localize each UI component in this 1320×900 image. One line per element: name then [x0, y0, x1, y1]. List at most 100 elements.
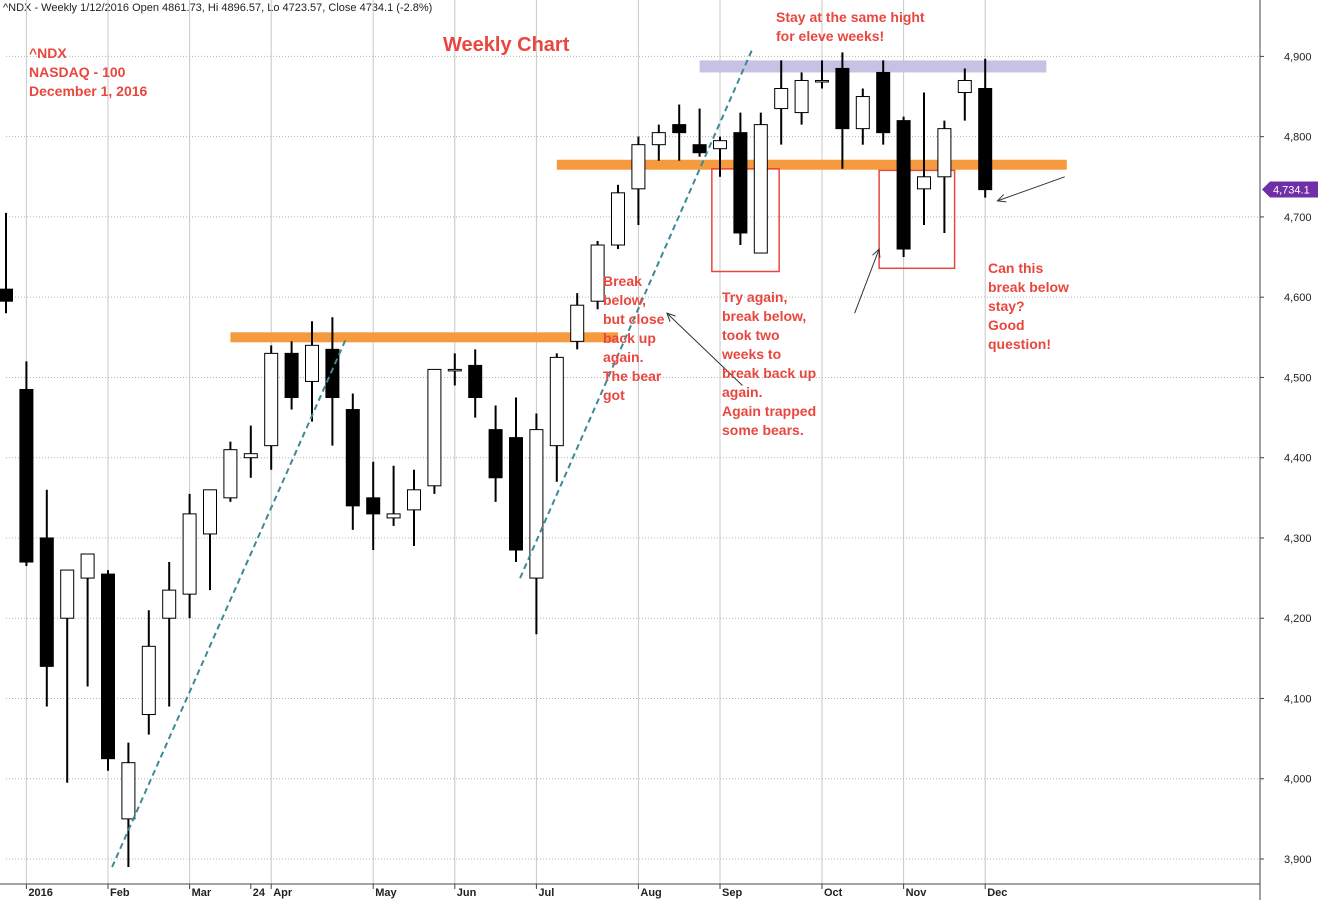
y-tick-label-3: 4,200: [1284, 613, 1312, 625]
ann-can-line-2: break below: [988, 279, 1069, 295]
candle-18: [366, 461, 381, 550]
symbol-block: ^NDX NASDAQ - 100 December 1, 2016: [29, 45, 148, 99]
ann-can-line-3: stay?: [988, 298, 1025, 314]
candle-body-7: [141, 645, 156, 716]
symbol-line-3: December 1, 2016: [29, 83, 148, 99]
candle-40: [815, 60, 829, 89]
ann-break1-line-4: back up: [603, 330, 656, 346]
candle-body-17: [345, 409, 360, 507]
chart-title: Weekly Chart: [443, 34, 570, 56]
horizontal-grid: [6, 55, 1260, 860]
candle-body-36: [733, 132, 748, 234]
candle-32: [651, 124, 666, 161]
annotation-try: Try again, break below, took two weeks t…: [721, 289, 816, 438]
y-tick-label-0: 3,900: [1284, 854, 1312, 866]
candle-body-2: [39, 537, 54, 667]
candle-6: [121, 742, 136, 868]
candle-body-45: [917, 176, 931, 190]
candle-body-41: [835, 67, 850, 130]
ann-break1-line-5: again.: [603, 349, 643, 365]
candle-17: [345, 393, 360, 530]
ann-try-line-7: Again trapped: [722, 403, 816, 419]
candles: [0, 52, 993, 868]
y-tick-label-2: 4,100: [1284, 693, 1312, 705]
candle-body-20: [407, 489, 421, 511]
x-tick-label-11: Nov: [906, 887, 928, 899]
candle-body-26: [529, 429, 544, 579]
x-axis-ticks: 2016 Feb Mar 24 Apr May Jun Jul Aug Sep Oct Nov Dec: [25, 884, 1007, 899]
candle-39: [794, 72, 809, 125]
candle-body-42: [855, 96, 870, 130]
candle-body-8: [162, 589, 177, 619]
candle-47: [957, 68, 972, 121]
candle-body-21: [427, 368, 442, 487]
arrow-can-head: [996, 194, 1007, 203]
candle-body-48: [978, 88, 993, 191]
support-1: [230, 332, 618, 343]
candle-31: [631, 136, 646, 225]
x-tick-label-1: Feb: [110, 887, 130, 899]
trend-lines: [111, 47, 754, 868]
last-price-badge: 4,734.1: [1262, 181, 1318, 198]
candle-body-22: [447, 368, 462, 372]
x-tick-label-7: Jul: [538, 887, 554, 899]
candle-body-4: [80, 553, 95, 579]
ann-try-line-2: break below,: [722, 308, 806, 324]
trend-line-0: [111, 336, 348, 868]
candle-body-5: [101, 573, 115, 760]
candle-11: [223, 441, 238, 502]
candle-body-1: [19, 388, 34, 563]
ann-try-line-3: took two: [722, 327, 780, 343]
candle-body-10: [203, 489, 217, 535]
candle-41: [835, 52, 850, 169]
ann-can-line-5: question!: [988, 336, 1051, 352]
candle-body-43: [876, 71, 891, 134]
y-axis-ticks: 3,900 4,000 4,100 4,200 4,300 4,400 4,500 4,600…: [1260, 51, 1312, 866]
arrow-can: [996, 176, 1065, 203]
candle-body-19: [386, 513, 401, 519]
y-tick-label-9: 4,800: [1284, 132, 1312, 144]
candle-46: [937, 120, 952, 233]
ann-stay-line-2: for eleve weeks!: [776, 28, 884, 44]
candle-body-14: [284, 352, 299, 399]
highlight-box-1: [878, 169, 956, 270]
candle-body-15: [305, 344, 319, 382]
candle-12: [243, 425, 258, 478]
resistance-band-rect: [699, 60, 1047, 73]
x-tick-label-4: Apr: [273, 887, 293, 899]
candle-body-27: [549, 356, 564, 447]
candle-body-33: [672, 124, 687, 134]
x-tick-label-0: 2016: [28, 887, 52, 899]
candle-34: [692, 108, 707, 157]
candle-1: [19, 361, 34, 567]
candle-body-39: [794, 79, 809, 114]
candle-2: [39, 489, 54, 707]
candle-21: [427, 368, 442, 494]
candle-0: [0, 212, 13, 314]
candle-body-12: [243, 453, 258, 459]
candle-24: [488, 405, 503, 502]
annotation-can: Can this break below stay? Good question…: [988, 260, 1069, 352]
y-tick-label-7: 4,600: [1284, 292, 1312, 304]
candle-body-25: [509, 437, 523, 551]
candle-body-37: [753, 124, 768, 254]
candle-body-32: [651, 132, 666, 146]
candle-26: [529, 413, 544, 635]
ann-break1-line-1: Break: [603, 273, 642, 289]
candle-3: [60, 569, 75, 783]
x-tick-label-8: Aug: [640, 887, 661, 899]
candle-43: [876, 60, 891, 145]
y-tick-label-4: 4,300: [1284, 533, 1312, 545]
ann-try-line-4: weeks to: [721, 346, 781, 362]
candle-30: [611, 184, 625, 250]
candle-27: [549, 353, 564, 482]
candle-19: [386, 465, 401, 526]
chart-header: ^NDX - Weekly 1/12/2016 Open 4861.73, Hi…: [3, 2, 432, 14]
candle-48: [978, 58, 993, 198]
y-tick-label-1: 4,000: [1284, 774, 1312, 786]
arrow-break1: [666, 312, 743, 386]
candle-25: [509, 397, 523, 563]
candle-body-46: [937, 128, 952, 178]
candle-body-34: [692, 144, 707, 154]
